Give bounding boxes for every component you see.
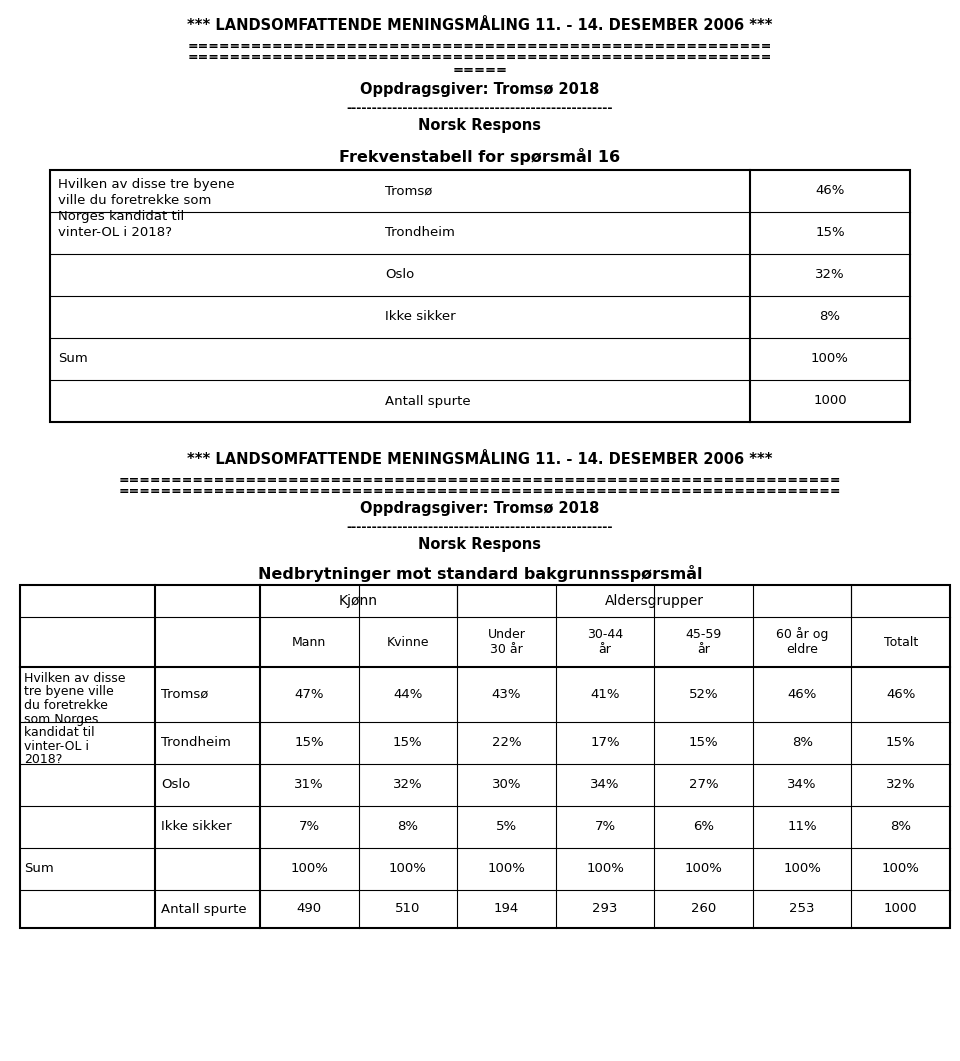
Text: Kvinne: Kvinne — [387, 636, 429, 648]
Text: 34%: 34% — [787, 779, 817, 792]
Text: ----------------------------------------------------: ----------------------------------------… — [347, 102, 613, 115]
Text: 43%: 43% — [492, 688, 521, 701]
Text: 100%: 100% — [882, 863, 920, 875]
Text: 46%: 46% — [815, 185, 845, 197]
Text: Totalt: Totalt — [883, 636, 918, 648]
Text: 253: 253 — [789, 903, 815, 916]
Bar — [20, 585, 950, 928]
Text: Norsk Respons: Norsk Respons — [419, 118, 541, 133]
Text: 27%: 27% — [688, 779, 718, 792]
Text: 100%: 100% — [389, 863, 427, 875]
Text: 11%: 11% — [787, 820, 817, 834]
Text: 30-44
år: 30-44 år — [587, 628, 623, 656]
Text: *** LANDSOMFATTENDE MENINGSMÅLING 11. - 14. DESEMBER 2006 ***: *** LANDSOMFATTENDE MENINGSMÅLING 11. - … — [187, 452, 773, 467]
Text: 17%: 17% — [590, 736, 620, 749]
Text: 47%: 47% — [295, 688, 324, 701]
Text: Aldersgrupper: Aldersgrupper — [605, 594, 704, 608]
Text: 100%: 100% — [586, 863, 624, 875]
Text: 34%: 34% — [590, 779, 620, 792]
Text: 8%: 8% — [820, 311, 841, 324]
Text: 7%: 7% — [594, 820, 615, 834]
Text: 100%: 100% — [811, 352, 849, 365]
Text: 5%: 5% — [496, 820, 517, 834]
Text: 510: 510 — [396, 903, 420, 916]
Text: Antall spurte: Antall spurte — [385, 395, 470, 407]
Text: 45-59
år: 45-59 år — [685, 628, 722, 656]
Text: =====: ===== — [452, 64, 508, 77]
Text: Sum: Sum — [24, 863, 54, 875]
Text: 46%: 46% — [787, 688, 817, 701]
Text: Under
30 år: Under 30 år — [488, 628, 525, 656]
Text: Oslo: Oslo — [385, 268, 415, 281]
Text: 22%: 22% — [492, 736, 521, 749]
Text: Sum: Sum — [58, 352, 87, 365]
Text: Ikke sikker: Ikke sikker — [161, 820, 231, 834]
Text: 6%: 6% — [693, 820, 714, 834]
Text: 44%: 44% — [394, 688, 422, 701]
Text: Oppdragsgiver: Tromsø 2018: Oppdragsgiver: Tromsø 2018 — [360, 501, 600, 516]
Text: 100%: 100% — [783, 863, 821, 875]
Text: Frekvenstabell for spørsmål 16: Frekvenstabell for spørsmål 16 — [340, 147, 620, 166]
Text: 30%: 30% — [492, 779, 521, 792]
Text: ====================================================================: ========================================… — [119, 474, 841, 487]
Text: 490: 490 — [297, 903, 322, 916]
Text: tre byene ville: tre byene ville — [24, 685, 113, 698]
Text: Ikke sikker: Ikke sikker — [385, 311, 456, 324]
Text: 15%: 15% — [393, 736, 422, 749]
Text: 194: 194 — [493, 903, 519, 916]
Text: Hvilken av disse tre byene: Hvilken av disse tre byene — [58, 178, 234, 191]
Text: 31%: 31% — [295, 779, 324, 792]
Text: som Norges: som Norges — [24, 713, 98, 726]
Text: Norsk Respons: Norsk Respons — [419, 537, 541, 552]
Text: 8%: 8% — [397, 820, 419, 834]
Text: 100%: 100% — [488, 863, 525, 875]
Text: vinter-OL i: vinter-OL i — [24, 740, 89, 752]
Text: Hvilken av disse: Hvilken av disse — [24, 672, 126, 685]
Text: 15%: 15% — [886, 736, 916, 749]
Text: 15%: 15% — [295, 736, 324, 749]
Text: =======================================================: ========================================… — [188, 51, 772, 64]
Text: 1000: 1000 — [813, 395, 847, 407]
Text: =======================================================: ========================================… — [188, 40, 772, 53]
Text: 8%: 8% — [890, 820, 911, 834]
Text: 46%: 46% — [886, 688, 916, 701]
Text: Trondheim: Trondheim — [385, 226, 455, 240]
Text: 2018?: 2018? — [24, 753, 62, 766]
Text: vinter-OL i 2018?: vinter-OL i 2018? — [58, 226, 172, 239]
Text: 260: 260 — [691, 903, 716, 916]
Text: 52%: 52% — [688, 688, 718, 701]
Text: Tromsø: Tromsø — [161, 688, 208, 701]
Text: 32%: 32% — [815, 268, 845, 281]
Text: Tromsø: Tromsø — [385, 185, 432, 197]
Text: Nedbrytninger mot standard bakgrunnsspørsmål: Nedbrytninger mot standard bakgrunnsspør… — [257, 566, 703, 582]
Text: 41%: 41% — [590, 688, 620, 701]
Text: *** LANDSOMFATTENDE MENINGSMÅLING 11. - 14. DESEMBER 2006 ***: *** LANDSOMFATTENDE MENINGSMÅLING 11. - … — [187, 18, 773, 33]
Text: 8%: 8% — [792, 736, 813, 749]
Text: 100%: 100% — [684, 863, 723, 875]
Text: ----------------------------------------------------: ----------------------------------------… — [347, 521, 613, 534]
Text: 1000: 1000 — [884, 903, 918, 916]
Text: 15%: 15% — [688, 736, 718, 749]
Text: Antall spurte: Antall spurte — [161, 903, 247, 916]
Bar — [50, 170, 910, 422]
Text: Trondheim: Trondheim — [161, 736, 230, 749]
Text: 32%: 32% — [886, 779, 916, 792]
Text: Oppdragsgiver: Tromsø 2018: Oppdragsgiver: Tromsø 2018 — [360, 82, 600, 97]
Text: 7%: 7% — [299, 820, 320, 834]
Text: kandidat til: kandidat til — [24, 726, 95, 740]
Text: Mann: Mann — [292, 636, 326, 648]
Text: Kjønn: Kjønn — [339, 594, 378, 608]
Text: 32%: 32% — [393, 779, 422, 792]
Text: Oslo: Oslo — [161, 779, 190, 792]
Text: 293: 293 — [592, 903, 617, 916]
Text: ====================================================================: ========================================… — [119, 485, 841, 498]
Text: ville du foretrekke som: ville du foretrekke som — [58, 194, 211, 207]
Text: 60 år og
eldre: 60 år og eldre — [776, 627, 828, 657]
Text: du foretrekke: du foretrekke — [24, 699, 108, 712]
Text: 100%: 100% — [290, 863, 328, 875]
Text: 15%: 15% — [815, 226, 845, 240]
Text: Norges kandidat til: Norges kandidat til — [58, 210, 184, 223]
